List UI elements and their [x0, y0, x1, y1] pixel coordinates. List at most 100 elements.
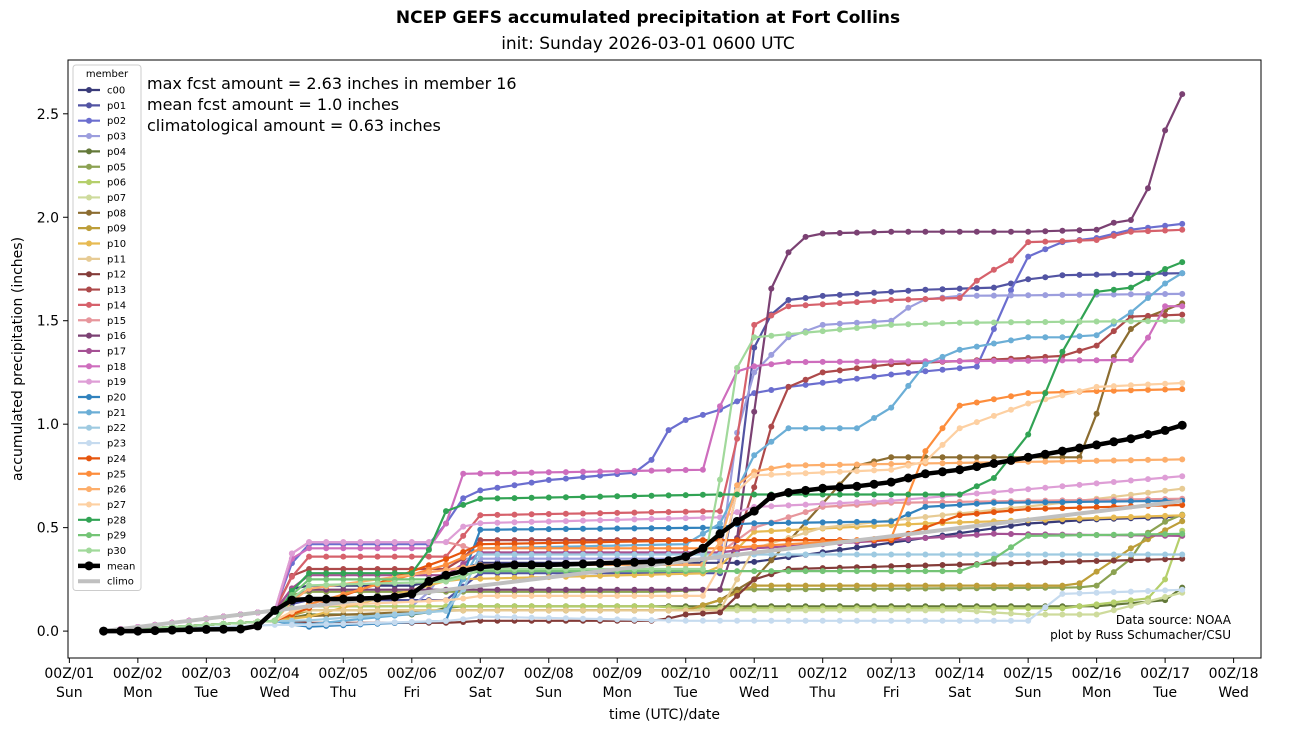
point-p14-59 [1110, 232, 1117, 239]
x-tick-weekday: Sat [469, 685, 492, 701]
point-p09-48 [922, 582, 929, 589]
point-p06-59 [1110, 599, 1117, 606]
point-p22-57 [1076, 551, 1083, 558]
point-p02-63 [1179, 220, 1186, 227]
point-p18-20 [443, 520, 449, 527]
point-p22-31 [631, 551, 638, 558]
point-p02-43 [836, 377, 843, 384]
point-p22-24 [511, 551, 518, 558]
point-p16-51 [973, 228, 980, 235]
chart-title: NCEP GEFS accumulated precipitation at F… [395, 8, 901, 28]
point-p28-43 [836, 491, 843, 498]
legend-box [72, 64, 142, 592]
point-p19-15 [357, 539, 364, 546]
point-p25-28 [580, 545, 586, 552]
point-p30-55 [1042, 319, 1049, 325]
legend-title: member [86, 69, 129, 80]
point-p19-56 [1059, 483, 1066, 490]
point-p25-59 [1110, 387, 1117, 394]
point-p28-54 [1025, 431, 1032, 438]
point-p12-49 [939, 562, 946, 568]
point-mean-4 [167, 625, 177, 635]
point-p22-29 [597, 551, 604, 558]
point-p21-51 [973, 343, 980, 350]
point-p13-16 [374, 566, 381, 572]
y-tick-label: 0.0 [37, 624, 59, 640]
point-p26-57 [1076, 458, 1083, 464]
point-mean-46 [886, 477, 896, 487]
point-p13-61 [1145, 312, 1151, 319]
point-p27-25 [528, 592, 535, 599]
point-p29-37 [734, 568, 741, 575]
point-p24-21 [460, 549, 467, 555]
legend-item-p09: p09 [78, 224, 126, 235]
point-p03-42 [819, 321, 826, 328]
point-p07-41 [802, 607, 809, 614]
point-p14-32 [648, 509, 655, 516]
point-p22-45 [871, 551, 878, 558]
point-mean-45 [869, 479, 879, 489]
point-p23-25 [528, 614, 535, 621]
point-p25-62 [1162, 386, 1169, 393]
legend-swatch-marker [86, 440, 92, 447]
point-p30-18 [408, 579, 415, 586]
point-p14-35 [699, 508, 706, 515]
legend-item-p21: p21 [78, 408, 126, 419]
point-p24-52 [990, 509, 997, 516]
point-p23-48 [922, 617, 929, 624]
point-p07-59 [1110, 607, 1117, 614]
point-mean-0 [99, 626, 109, 636]
point-mean-20 [441, 570, 451, 580]
point-p14-18 [408, 553, 415, 560]
point-p23-14 [340, 620, 347, 627]
legend-swatch-marker [86, 286, 92, 293]
source-credit: Data source: NOAA plot by Russ Schumache… [1050, 613, 1232, 642]
point-p29-49 [939, 568, 946, 575]
point-p22-56 [1059, 551, 1066, 558]
point-p18-18 [408, 545, 415, 552]
point-p27-18 [408, 598, 415, 605]
point-p27-28 [580, 592, 586, 599]
point-p15-38 [751, 524, 758, 531]
point-p27-50 [956, 425, 963, 432]
point-p20-55 [1042, 499, 1049, 506]
point-p28-46 [888, 491, 895, 498]
point-p12-50 [956, 561, 963, 568]
point-p23-31 [631, 616, 638, 623]
point-p30-10 [271, 617, 278, 624]
point-p03-63 [1179, 290, 1186, 297]
point-p12-63 [1179, 555, 1186, 562]
point-p24-27 [562, 539, 569, 546]
series-p19 [100, 473, 1186, 635]
point-p23-43 [836, 617, 843, 624]
legend-item-p17: p17 [78, 346, 126, 357]
series-p09 [100, 518, 1186, 635]
point-p11-62 [1162, 487, 1169, 494]
point-p28-49 [939, 491, 946, 498]
legend-item-p02: p02 [78, 116, 126, 127]
point-p22-18 [408, 610, 415, 617]
point-p28-62 [1162, 266, 1169, 272]
point-p23-15 [357, 620, 364, 627]
point-p29-43 [836, 568, 843, 575]
legend-label: p01 [107, 101, 126, 112]
point-p27-56 [1059, 392, 1066, 399]
point-p21-55 [1042, 334, 1049, 341]
legend-label: p24 [107, 454, 126, 465]
point-p24-24 [511, 540, 518, 547]
point-p22-61 [1145, 551, 1151, 558]
point-p27-34 [682, 592, 689, 599]
legend-item-p29: p29 [78, 531, 126, 542]
point-p14-15 [357, 553, 364, 560]
legend-label: p28 [107, 515, 126, 526]
point-p10-50 [956, 519, 963, 526]
point-mean-34 [681, 552, 691, 562]
point-mean-59 [1109, 437, 1119, 447]
point-p22-33 [665, 551, 672, 558]
point-mean-18 [407, 589, 417, 599]
point-p20-34 [682, 524, 689, 531]
point-p11-60 [1127, 491, 1134, 498]
point-p07-61 [1145, 598, 1151, 605]
point-p26-46 [888, 461, 895, 467]
point-p19-18 [408, 539, 415, 546]
